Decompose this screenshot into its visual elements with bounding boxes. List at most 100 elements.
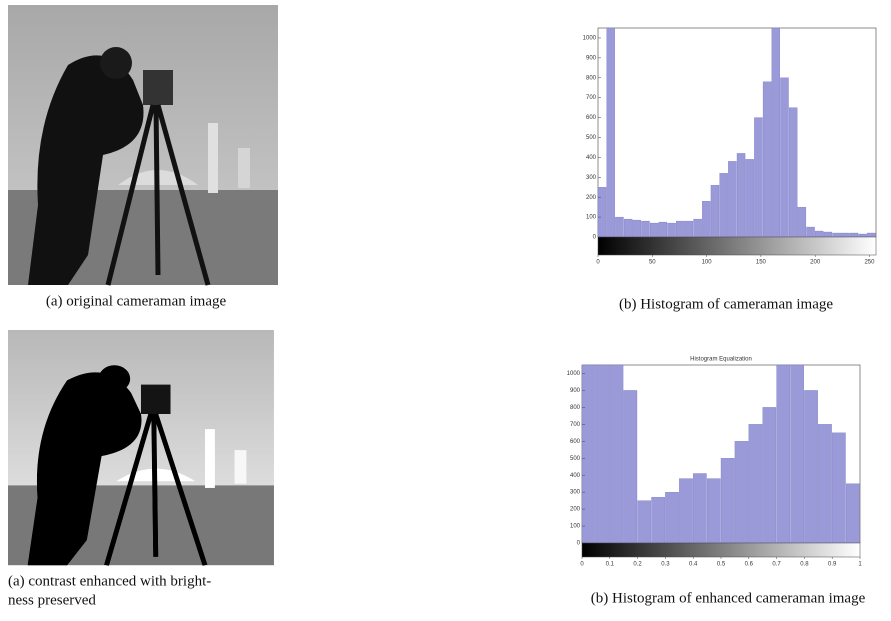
y-tick-label: 700 (570, 422, 581, 428)
caption: (a) original cameraman image (46, 293, 227, 309)
bar (649, 222, 659, 238)
x-tick-label: 1 (858, 562, 862, 568)
bar (780, 77, 789, 238)
y-tick-label: 400 (570, 473, 581, 479)
bar (606, 27, 615, 238)
bar (679, 478, 693, 544)
y-tick-label: 0 (577, 541, 581, 547)
x-tick-label: 100 (702, 260, 713, 266)
y-tick-label: 500 (586, 135, 597, 141)
y-tick-label: 900 (570, 388, 581, 394)
bar (719, 173, 728, 238)
y-tick-label: 600 (586, 115, 597, 121)
y-tick-label: 500 (570, 456, 581, 462)
x-tick-label: 50 (649, 260, 656, 266)
bar (623, 390, 638, 544)
bar (684, 220, 694, 238)
bar (849, 232, 859, 238)
bar (595, 364, 610, 544)
bar (771, 27, 780, 238)
y-tick-label: 200 (570, 507, 581, 513)
y-tick-label: 800 (586, 75, 597, 81)
x-tick-label: 200 (810, 260, 821, 266)
y-tick-label: 200 (586, 195, 597, 201)
x-tick-label: 0.7 (772, 562, 781, 568)
bar (762, 81, 772, 238)
bar (710, 185, 720, 238)
caption: ness preserved (8, 592, 96, 608)
x-tick-label: 0 (596, 260, 600, 266)
bar (745, 159, 754, 238)
x-tick-label: 0.3 (661, 562, 670, 568)
bar (615, 216, 624, 238)
x-tick-label: 0.5 (717, 562, 726, 568)
bar (728, 161, 737, 238)
x-tick-label: 0.2 (633, 562, 642, 568)
bar (823, 231, 833, 238)
bar (788, 107, 798, 238)
y-tick-label: 1000 (567, 371, 581, 377)
y-tick-label: 700 (586, 95, 597, 101)
bar (804, 390, 818, 544)
bar (762, 407, 777, 544)
bar (720, 458, 735, 544)
bar (754, 117, 763, 238)
y-tick-label: 800 (570, 405, 581, 411)
y-tick-label: 300 (570, 490, 581, 496)
bar (623, 218, 633, 238)
bar (693, 473, 707, 544)
bar (667, 222, 676, 238)
x-tick-label: 0.8 (800, 562, 809, 568)
y-tick-label: 0 (593, 235, 597, 241)
bar (806, 226, 815, 238)
x-tick-label: 0.4 (689, 562, 698, 568)
bar (867, 232, 876, 238)
bar (797, 206, 807, 238)
colorbar (581, 542, 861, 558)
bar (641, 220, 650, 238)
y-tick-label: 100 (586, 215, 597, 221)
colorbar (597, 236, 877, 256)
original-image (8, 5, 278, 285)
x-tick-label: 0.6 (745, 562, 754, 568)
bar (693, 218, 702, 238)
y-tick-label: 900 (586, 55, 597, 61)
y-tick-label: 300 (586, 175, 597, 181)
bar (832, 432, 846, 544)
bar (702, 201, 711, 238)
bar (734, 441, 749, 544)
bar (581, 364, 596, 544)
x-tick-label: 0.1 (606, 562, 615, 568)
bar (815, 230, 824, 238)
bar (845, 483, 860, 544)
bar (637, 500, 652, 544)
caption: (a) contrast enhanced with bright- (8, 573, 211, 589)
bar (632, 219, 641, 238)
x-tick-label: 0.9 (828, 562, 837, 568)
y-tick-label: 100 (570, 524, 581, 530)
x-tick-label: 250 (864, 260, 875, 266)
bar (818, 424, 832, 544)
chart-title: Histogram Equalization (690, 357, 752, 363)
bar (597, 187, 607, 238)
bar (665, 491, 679, 544)
bar (658, 221, 668, 238)
x-tick-label: 0 (580, 562, 584, 568)
bar (651, 497, 665, 544)
bar (858, 233, 867, 238)
y-tick-label: 600 (570, 439, 581, 445)
y-tick-label: 1000 (583, 36, 597, 42)
bar (748, 424, 763, 544)
bar (841, 232, 850, 238)
bar (736, 153, 746, 238)
bar (706, 478, 721, 544)
bar (776, 364, 791, 544)
bar (790, 364, 804, 544)
x-tick-label: 150 (756, 260, 767, 266)
bar (609, 364, 624, 544)
y-tick-label: 400 (586, 155, 597, 161)
enhanced-image (8, 330, 274, 565)
caption: (b) Histogram of enhanced cameraman imag… (591, 590, 866, 606)
caption: (b) Histogram of cameraman image (619, 296, 833, 312)
